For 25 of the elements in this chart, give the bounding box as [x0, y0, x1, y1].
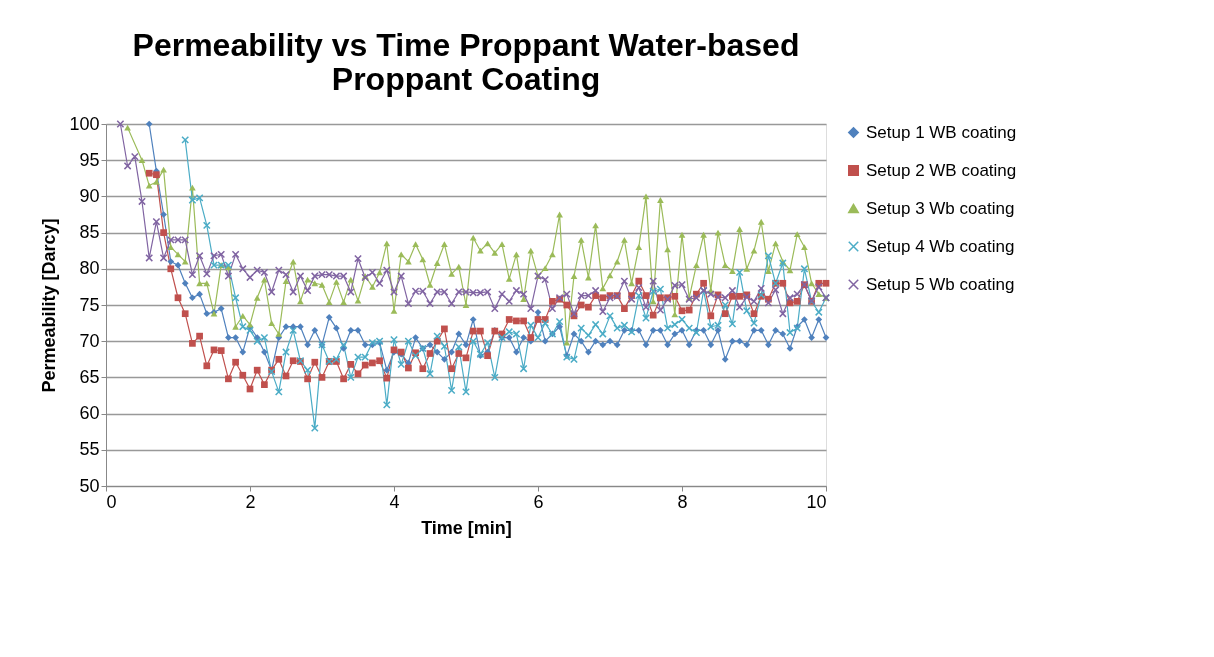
y-tick-label: 50 [79, 475, 100, 496]
x-tick-label: 6 [533, 491, 544, 512]
y-tick-label: 90 [79, 185, 100, 206]
x-tick-label: 8 [677, 491, 688, 512]
y-tick-label: 95 [79, 149, 100, 170]
y-axis-title: Permeability [Darcy] [39, 218, 60, 393]
legend-label: Setup 1 WB coating [866, 122, 1017, 142]
x-tick-label: 2 [245, 491, 256, 512]
y-tick-label: 85 [79, 222, 100, 243]
legend-label: Setup 4 Wb coating [866, 236, 1015, 256]
y-tick-label: 70 [79, 330, 100, 351]
y-tick-label: 75 [79, 294, 100, 315]
chart-title: Permeability vs Time Proppant Water-based Proppant Coating [132, 27, 800, 97]
y-tick-label: 80 [79, 258, 100, 279]
x-tick-label: 4 [389, 491, 400, 512]
y-tick-label: 100 [69, 113, 100, 134]
y-tick-label: 55 [79, 439, 100, 460]
legend-label: Setup 5 Wb coating [866, 274, 1015, 294]
x-axis-title: Time [min] [421, 517, 512, 538]
legend-label: Setup 2 WB coating [866, 160, 1017, 180]
y-tick-label: 65 [79, 366, 100, 387]
y-tick-label: 60 [79, 403, 100, 424]
x-tick-label: 0 [106, 491, 117, 512]
x-tick-label: 10 [806, 491, 827, 512]
legend-label: Setup 3 Wb coating [866, 198, 1015, 218]
